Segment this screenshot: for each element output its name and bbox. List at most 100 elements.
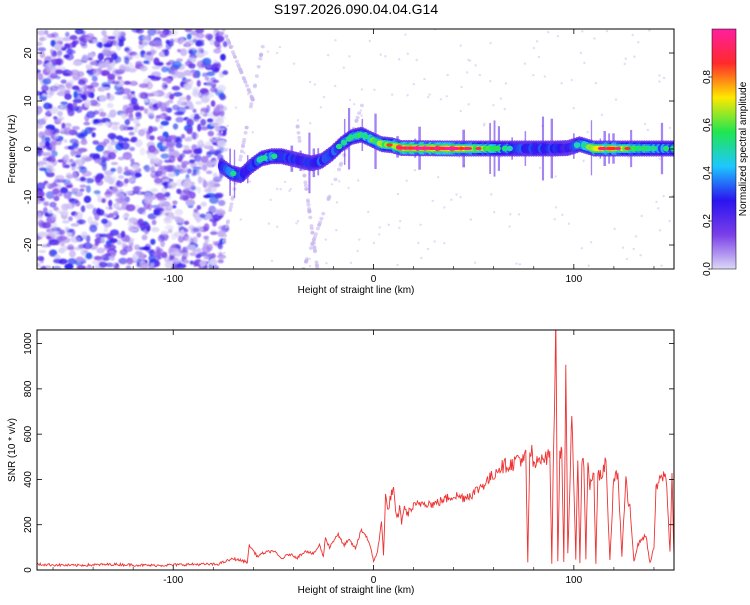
scatter-dot [459, 44, 462, 47]
noise-speckle [123, 125, 131, 131]
streak-dot [357, 111, 362, 115]
noise-speckle [106, 102, 114, 109]
noise-speckle [63, 138, 68, 143]
scatter-dot [634, 235, 638, 238]
scatter-dot [384, 55, 387, 58]
noise-speckle [130, 158, 135, 164]
noise-speckle [204, 76, 210, 81]
noise-speckle [79, 176, 86, 182]
noise-speckle [79, 39, 87, 47]
noise-speckle [61, 203, 69, 211]
snr-x-tick-label: -100 [163, 575, 183, 586]
noise-speckle [57, 50, 63, 56]
noise-speckle [111, 125, 119, 131]
noise-speckle [83, 156, 93, 162]
noise-speckle [37, 198, 42, 205]
scatter-dot [580, 247, 583, 250]
noise-speckle [139, 223, 146, 230]
spectrogram-x-axis-label: Height of straight line (km) [298, 285, 415, 296]
noise-speckle [123, 178, 129, 184]
noise-speckle [149, 158, 155, 166]
noise-speckle [121, 137, 130, 142]
noise-speckle [187, 47, 197, 51]
noise-speckle [206, 181, 215, 189]
noise-speckle [204, 33, 214, 40]
noise-speckle [72, 171, 77, 179]
noise-speckle [133, 125, 139, 134]
scatter-dot [423, 77, 426, 81]
noise-speckle [37, 41, 43, 46]
noise-speckle [160, 230, 169, 236]
noise-speckle [71, 187, 80, 192]
scatter-dot [379, 53, 382, 56]
noise-speckle [186, 118, 194, 127]
noise-speckle [159, 200, 165, 205]
noise-speckle [128, 228, 139, 232]
streak-dot [303, 183, 308, 188]
noise-speckle [211, 63, 219, 68]
noise-speckle [121, 214, 129, 219]
spectrogram-x-tick-label: 100 [565, 274, 582, 285]
noise-speckle [128, 131, 135, 136]
streak-dot [244, 83, 249, 88]
scatter-dot [367, 210, 370, 214]
scatter-dot [474, 64, 477, 67]
noise-speckle [139, 261, 149, 269]
noise-speckle [168, 145, 175, 152]
noise-speckle [64, 263, 74, 269]
noise-speckle [52, 188, 60, 195]
scatter-dot [330, 183, 334, 186]
noise-speckle [150, 238, 156, 245]
streak-dot [242, 137, 247, 142]
spectrogram-y-tick-label: 10 [23, 95, 34, 107]
scatter-dot [213, 31, 217, 34]
ridge-segment [600, 146, 607, 151]
scatter-dot [633, 55, 636, 58]
scatter-dot [489, 80, 492, 83]
noise-speckle [171, 265, 180, 269]
streak-dot [312, 248, 317, 253]
scatter-dot [226, 124, 229, 128]
noise-speckle [46, 33, 56, 39]
noise-region [37, 29, 230, 269]
noise-speckle [123, 80, 131, 85]
noise-speckle [87, 92, 95, 98]
noise-speckle [118, 257, 128, 265]
noise-speckle [94, 175, 102, 184]
noise-speckle [59, 229, 65, 236]
noise-speckle [138, 39, 143, 45]
ridge-segment [645, 145, 653, 152]
streak-dot [301, 266, 306, 269]
noise-speckle [65, 49, 76, 55]
noise-speckle [161, 82, 168, 90]
snr-background [37, 330, 674, 570]
streak-dot [221, 29, 226, 32]
snr-y-axis-label: SNR (10 * v/v) [7, 418, 18, 482]
noise-speckle [37, 30, 46, 36]
noise-speckle [87, 57, 94, 61]
scatter-dot [624, 57, 627, 60]
ridge-segment [386, 143, 393, 147]
noise-speckle [81, 30, 86, 36]
noise-speckle [117, 156, 125, 161]
noise-speckle [135, 112, 142, 120]
noise-speckle [109, 109, 117, 118]
noise-speckle [104, 170, 114, 176]
noise-speckle [143, 98, 149, 103]
noise-speckle [218, 251, 223, 257]
noise-speckle [196, 186, 202, 194]
scatter-dot [560, 82, 563, 85]
ridge-segment [494, 145, 501, 152]
ridge-segment [340, 139, 348, 146]
streak-dot [296, 130, 301, 135]
noise-speckle [202, 180, 208, 188]
noise-speckle [165, 39, 170, 45]
noise-speckle [202, 57, 212, 66]
streak-dot [333, 177, 338, 182]
ridge-segment [347, 134, 355, 141]
noise-speckle [126, 222, 133, 226]
noise-speckle [182, 169, 187, 174]
noise-speckle [157, 234, 165, 243]
noise-speckle [169, 38, 175, 44]
